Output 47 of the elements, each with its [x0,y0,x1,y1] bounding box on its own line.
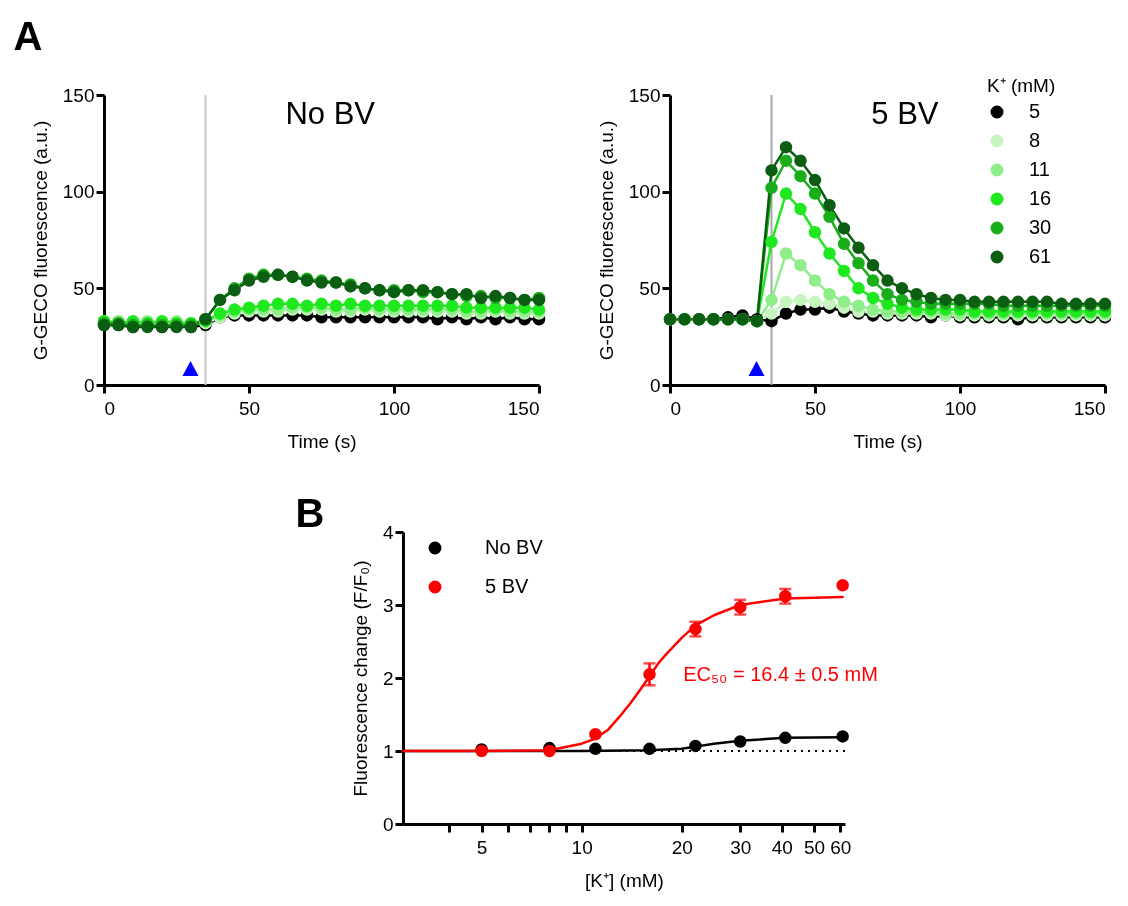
y-tick-label: 2 [382,667,394,689]
x-tick-label: 0 [104,397,116,419]
x-tick-label: 50 [803,836,826,858]
y-tick-label: 150 [628,84,661,106]
legend-title: K⁺ (mM) [987,75,1056,96]
x-tick-label: 150 [507,397,540,419]
y-tick-label: 50 [73,277,95,299]
y-axis-title: G-GECO fluorescence (a.u.) [595,120,617,361]
legend-label: No BV [485,536,544,558]
y-axis-title: Fluorescence change (F/F₀) [349,560,371,797]
y-tick-label: 1 [382,740,394,762]
y-tick-label: 50 [639,277,661,299]
x-tick-label: 60 [830,836,852,858]
y-axis-title: G-GECO fluorescence (a.u.) [29,120,51,361]
y-tick-label: 4 [382,521,394,543]
legend-label: 8 [1029,129,1041,151]
annotation: EC₅₀ = 16.4 ± 0.5 mM [683,663,878,686]
x-tick-label: 50 [238,397,261,419]
legend-label: 16 [1029,187,1052,209]
y-tick-label: 100 [628,181,661,203]
x-axis-title: Time (s) [853,430,923,452]
chart-title: No BV [285,96,376,131]
x-tick-label: 40 [771,836,793,858]
text: A [13,14,43,58]
y-tick-label: 0 [382,813,394,835]
x-tick-label: 5 [476,836,488,858]
x-axis-title: Time (s) [287,430,357,452]
x-tick-label: 20 [671,836,693,858]
x-tick-label: 50 [804,397,827,419]
y-tick-label: 150 [62,84,95,106]
legend-label: 61 [1029,245,1052,267]
x-tick-label: 30 [730,836,752,858]
legend-label: 5 [1029,100,1041,122]
x-tick-label: 100 [944,397,977,419]
x-tick-label: 0 [670,397,682,419]
y-tick-label: 100 [62,181,95,203]
y-tick-label: 3 [382,594,394,616]
chart-title: 5 BV [871,96,939,131]
text: B [295,491,325,535]
x-tick-label: 10 [571,836,593,858]
y-tick-label: 0 [649,374,661,396]
legend-label: 11 [1029,158,1050,180]
x-axis-title: [K⁺] (mM) [585,869,664,891]
legend-label: 30 [1029,216,1052,238]
y-tick-label: 0 [83,374,95,396]
legend-label: 5 BV [485,575,530,597]
x-tick-label: 150 [1073,397,1106,419]
